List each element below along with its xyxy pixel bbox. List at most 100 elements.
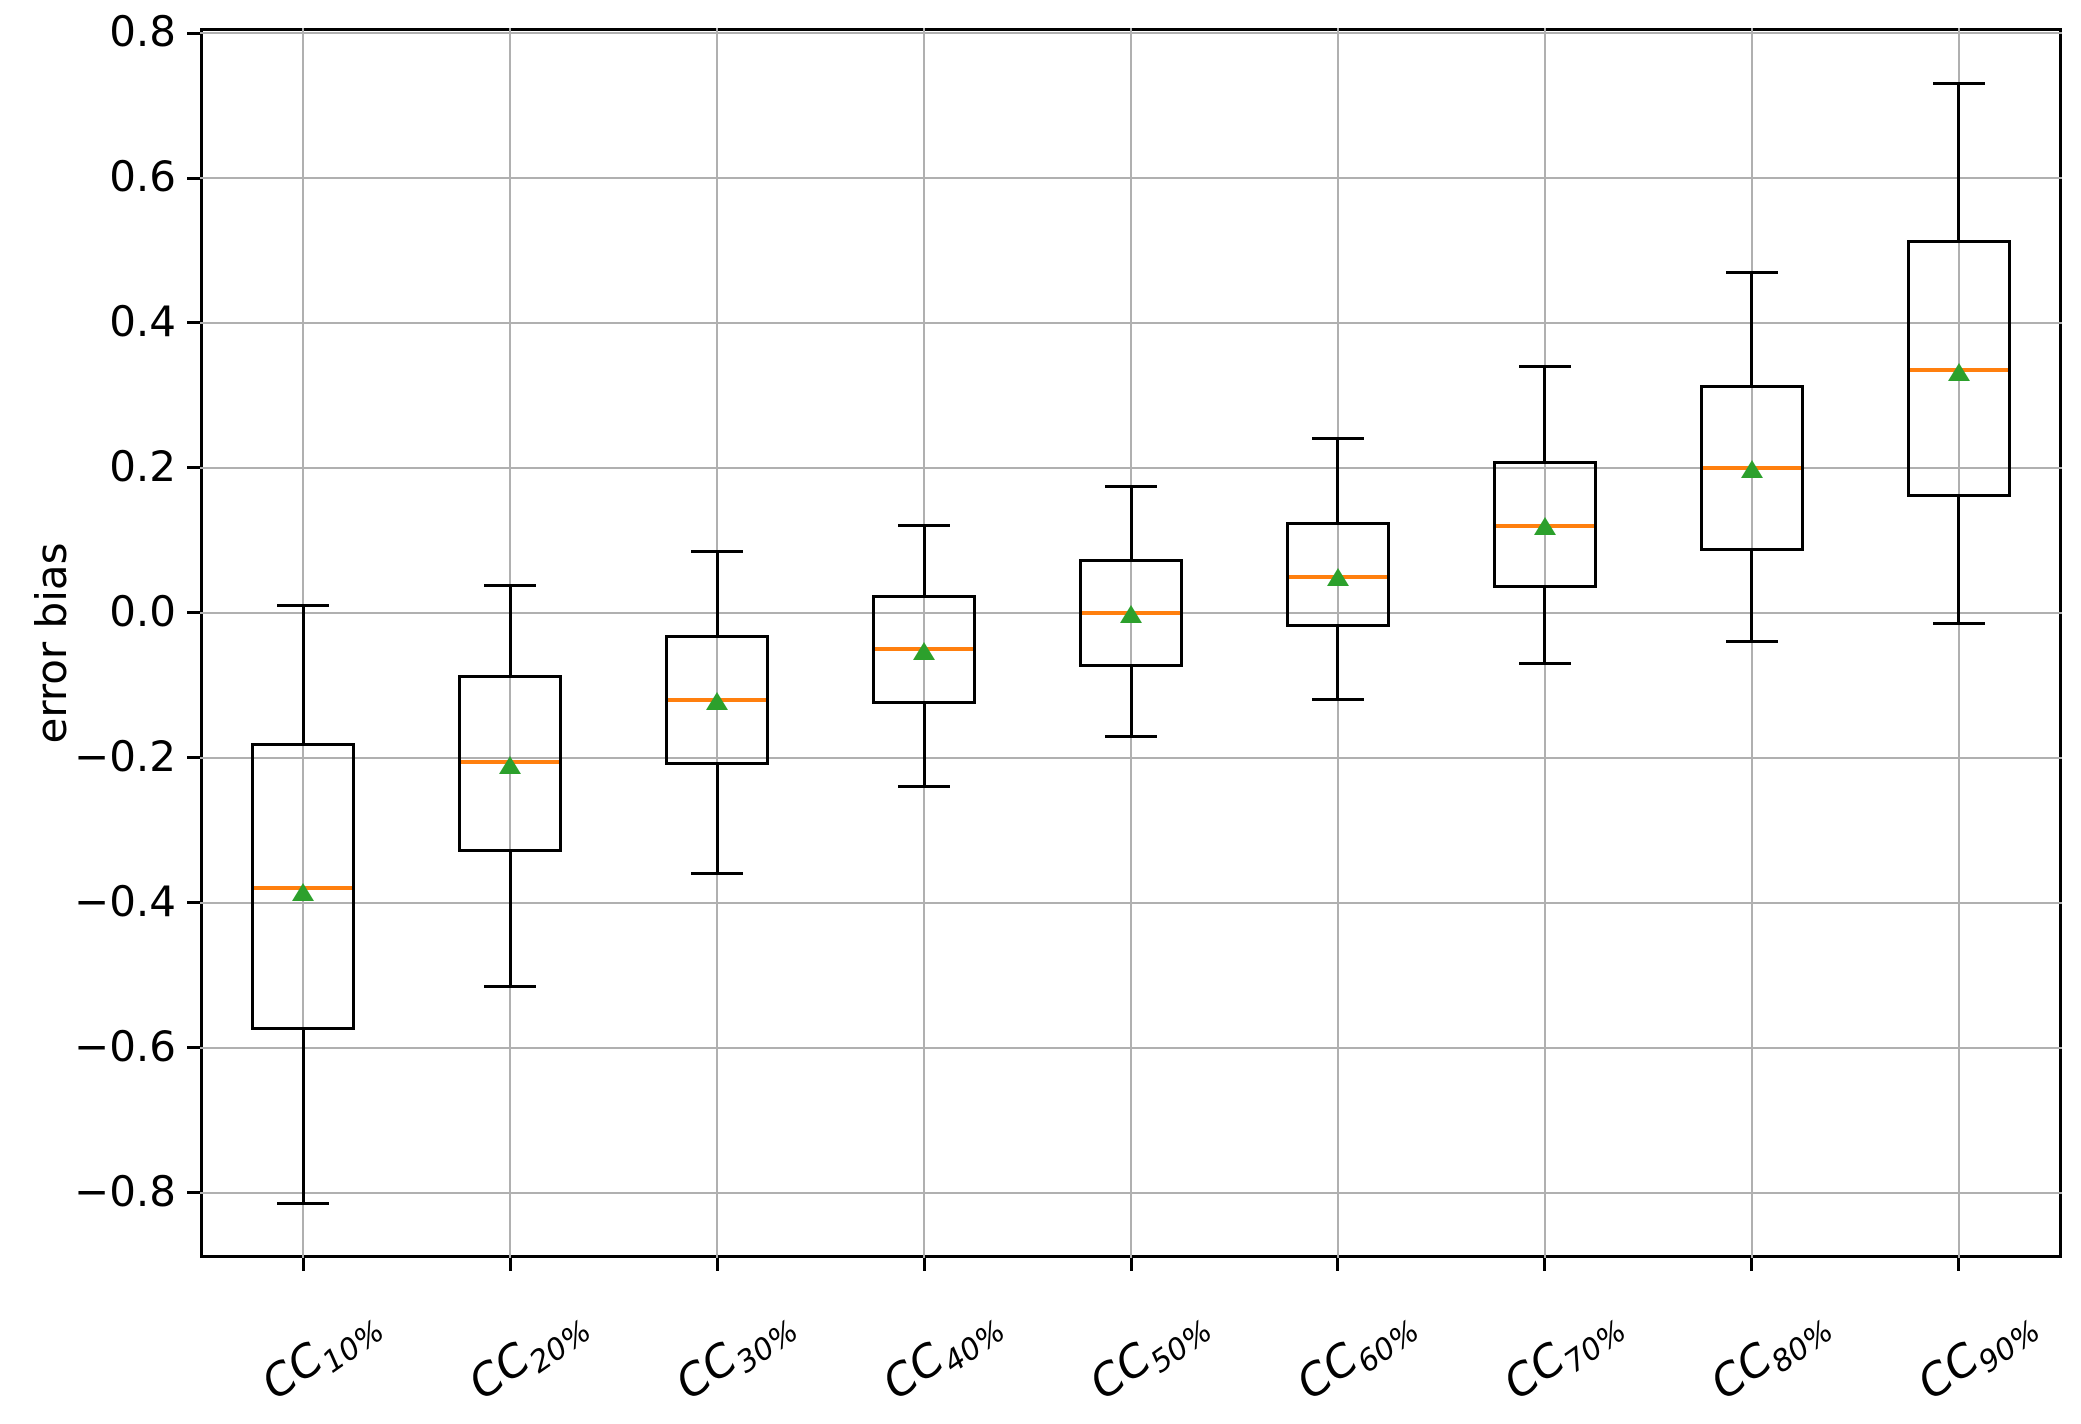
y-tick-label: −0.6 — [74, 1021, 176, 1071]
x-tick-mark — [922, 1258, 926, 1271]
lower-whisker — [715, 765, 719, 874]
lower-whisker-cap — [1725, 640, 1778, 644]
x-tick-mark — [1336, 1258, 1340, 1271]
iqr-box — [458, 674, 563, 853]
iqr-box — [665, 634, 770, 766]
x-tick-label-main: CC — [666, 1332, 747, 1410]
x-tick-label-main: CC — [253, 1332, 333, 1410]
y-tick-mark — [187, 1191, 200, 1195]
iqr-box — [872, 594, 977, 704]
iqr-box — [1906, 239, 2011, 497]
mean-marker — [1533, 516, 1556, 535]
y-tick-mark — [187, 611, 200, 615]
upper-whisker-cap — [1932, 82, 1985, 86]
iqr-box — [251, 743, 356, 1030]
x-tick-label-main: CC — [1494, 1332, 1575, 1410]
mean-marker — [292, 882, 315, 901]
y-tick-mark — [187, 176, 200, 180]
lower-whisker — [508, 852, 512, 987]
y-tick-label: −0.4 — [74, 876, 176, 926]
upper-whisker — [1957, 83, 1961, 240]
x-tick-label: CC60% — [1287, 1298, 1426, 1410]
upper-whisker-cap — [1105, 484, 1157, 488]
x-tick-mark — [1750, 1258, 1754, 1271]
y-tick-mark — [187, 756, 200, 760]
x-tick-label: CC80% — [1701, 1298, 1839, 1410]
lower-whisker-cap — [1932, 622, 1985, 626]
y-tick-label: 0.6 — [109, 152, 176, 202]
upper-whisker — [1129, 486, 1133, 559]
lower-whisker-cap — [484, 984, 537, 988]
upper-whisker — [1336, 438, 1340, 523]
upper-whisker-cap — [277, 604, 330, 608]
lower-whisker-cap — [898, 785, 951, 789]
upper-whisker-cap — [1725, 270, 1778, 274]
y-tick-mark — [187, 466, 200, 470]
x-tick-label-main: CC — [1287, 1332, 1368, 1410]
upper-whisker — [922, 525, 926, 595]
y-tick-label: 0.4 — [109, 296, 176, 346]
lower-whisker — [1957, 496, 1961, 624]
y-tick-label: 0.2 — [109, 441, 176, 491]
y-tick-label: 0.8 — [109, 7, 176, 57]
upper-whisker — [508, 585, 512, 675]
x-tick-label-main: CC — [1701, 1332, 1781, 1410]
x-tick-label-main: CC — [1080, 1332, 1161, 1410]
x-tick-label: CC30% — [666, 1298, 805, 1410]
x-tick-label-sub: 10% — [316, 1313, 392, 1381]
mean-marker — [1740, 460, 1763, 479]
y-tick-mark — [187, 31, 200, 35]
upper-whisker — [1543, 366, 1547, 461]
upper-whisker — [1750, 272, 1754, 385]
lower-whisker — [1543, 587, 1547, 664]
lower-whisker — [922, 703, 926, 787]
x-tick-label: CC10% — [253, 1298, 391, 1410]
upper-whisker — [301, 605, 305, 744]
y-tick-mark — [187, 321, 200, 325]
x-tick-mark — [1129, 1258, 1133, 1271]
y-tick-mark — [187, 1046, 200, 1050]
x-tick-mark — [1543, 1258, 1547, 1271]
x-tick-label-main: CC — [873, 1332, 954, 1410]
lower-whisker-cap — [1518, 662, 1571, 666]
x-gridline — [716, 28, 719, 1258]
lower-whisker — [1129, 667, 1133, 737]
lower-whisker-cap — [277, 1202, 330, 1206]
y-tick-label: −0.2 — [74, 731, 176, 781]
lower-whisker — [1336, 627, 1340, 700]
iqr-box — [1492, 460, 1597, 588]
mean-marker — [499, 756, 522, 775]
x-gridline — [1957, 28, 1960, 1258]
mean-marker — [706, 692, 729, 711]
upper-whisker-cap — [691, 549, 744, 553]
iqr-box — [1285, 522, 1390, 628]
lower-whisker-cap — [1311, 698, 1364, 702]
x-gridline — [1130, 28, 1132, 1258]
x-tick-label-main: CC — [460, 1332, 540, 1410]
x-tick-label: CC90% — [1908, 1298, 2046, 1410]
lower-whisker — [301, 1029, 305, 1204]
iqr-box — [1699, 384, 1804, 552]
x-tick-label: CC40% — [873, 1298, 1012, 1410]
y-axis-title: error bias — [27, 542, 76, 744]
x-tick-mark — [715, 1258, 719, 1271]
x-tick-mark — [1957, 1258, 1961, 1271]
mean-marker — [913, 642, 936, 661]
lower-whisker-cap — [1105, 734, 1157, 738]
x-tick-label: CC50% — [1080, 1298, 1219, 1410]
mean-marker — [1947, 362, 1970, 381]
x-tick-label-main: CC — [1908, 1332, 1988, 1410]
x-tick-label: CC70% — [1494, 1298, 1633, 1410]
x-tick-label: CC20% — [460, 1298, 598, 1410]
upper-whisker-cap — [898, 524, 951, 528]
x-tick-label-sub: 20% — [523, 1313, 599, 1381]
lower-whisker-cap — [691, 872, 744, 876]
y-tick-label: −0.8 — [74, 1166, 176, 1216]
upper-whisker — [715, 551, 719, 635]
iqr-box — [1079, 558, 1183, 668]
mean-marker — [1326, 568, 1349, 587]
upper-whisker-cap — [1311, 437, 1364, 441]
mean-marker — [1120, 605, 1142, 624]
upper-whisker-cap — [1518, 364, 1571, 368]
